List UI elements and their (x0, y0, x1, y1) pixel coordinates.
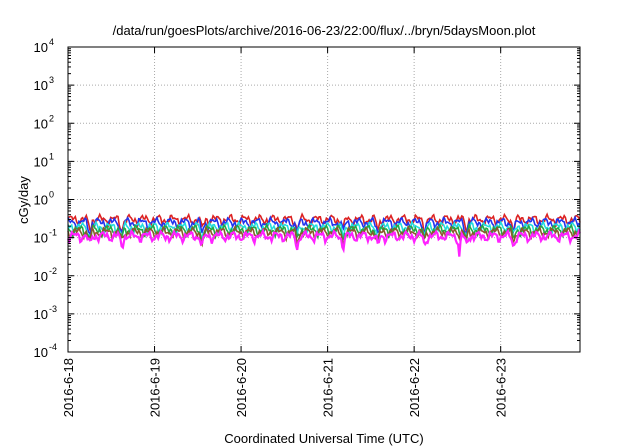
y-tick-exponent: -3 (49, 304, 57, 314)
x-tick-label: 2016-6-23 (494, 358, 509, 417)
y-tick-label: 10 (34, 307, 48, 322)
y-tick-label: 10 (34, 193, 48, 208)
y-tick-label: 10 (34, 231, 48, 246)
series-line (67, 228, 581, 257)
chart-title: /data/run/goesPlots/archive/2016-06-23/2… (113, 23, 536, 38)
y-tick-exponent: -4 (49, 342, 57, 352)
y-tick-exponent: -1 (49, 228, 57, 238)
y-tick-exponent: 3 (49, 75, 54, 85)
x-axis: 2016-6-18 2016-6-19 2016-6-20 2016-6-21 2016… (61, 47, 509, 417)
x-tick-label: 2016-6-20 (234, 358, 249, 417)
series-group (67, 212, 581, 257)
x-tick-label: 2016-6-21 (321, 358, 336, 417)
x-tick-label: 2016-6-18 (61, 358, 76, 417)
y-tick-label: 10 (34, 116, 48, 131)
y-tick-label: 10 (34, 269, 48, 284)
y-tick-label: 10 (34, 78, 48, 93)
y-tick-label: 10 (34, 345, 48, 360)
y-tick-exponent: 1 (49, 151, 54, 161)
series-line (67, 224, 581, 248)
y-tick-exponent: 2 (49, 113, 54, 123)
x-axis-label: Coordinated Universal Time (UTC) (224, 431, 423, 446)
y-axis-label: cGy/day (16, 176, 31, 224)
y-tick-label: 10 (34, 154, 48, 169)
x-tick-label: 2016-6-22 (407, 358, 422, 417)
grid (68, 47, 580, 352)
x-tick-label: 2016-6-19 (148, 358, 163, 417)
y-tick-exponent: 4 (49, 37, 54, 47)
y-tick-exponent: 0 (49, 190, 54, 200)
y-tick-exponent: -2 (49, 266, 57, 276)
y-tick-label: 10 (34, 40, 48, 55)
